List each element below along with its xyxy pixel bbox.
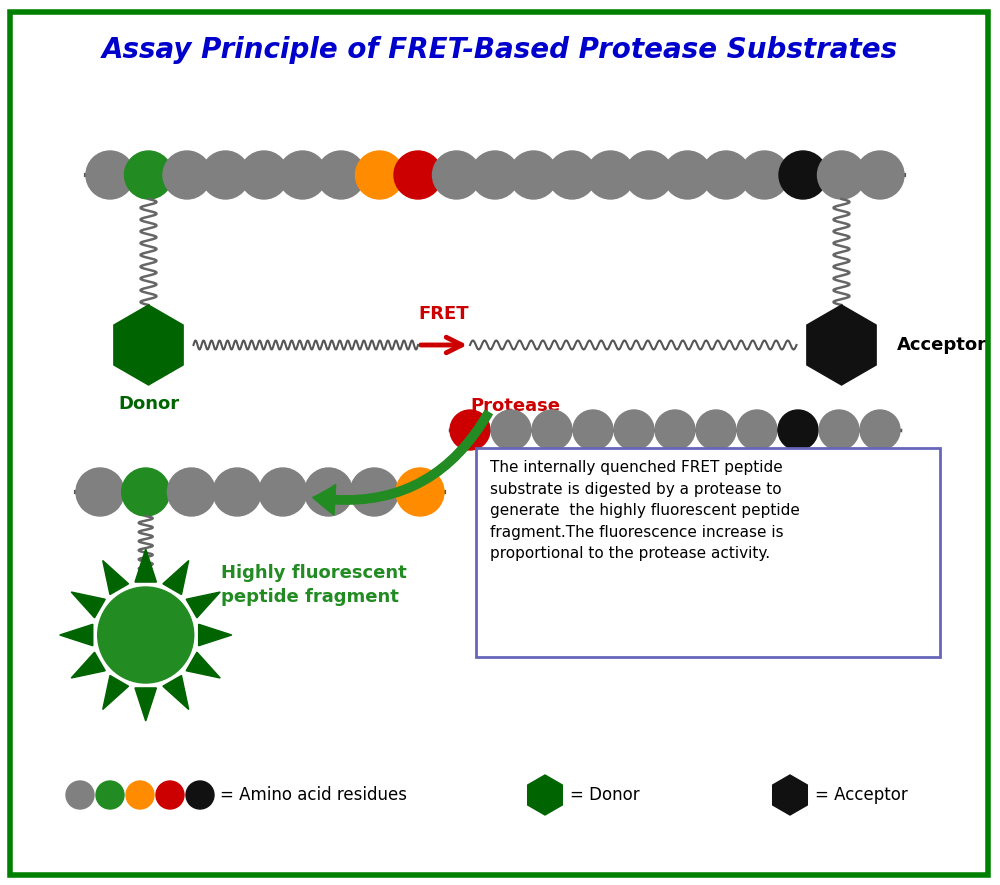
Circle shape: [614, 410, 654, 450]
Text: Protease: Protease: [470, 397, 560, 415]
Circle shape: [702, 151, 750, 199]
Polygon shape: [135, 549, 156, 582]
Circle shape: [394, 151, 442, 199]
Circle shape: [396, 468, 444, 516]
Polygon shape: [71, 592, 105, 618]
Circle shape: [779, 151, 827, 199]
Circle shape: [186, 781, 214, 809]
Circle shape: [96, 781, 124, 809]
Polygon shape: [186, 592, 220, 618]
Circle shape: [818, 151, 866, 199]
Circle shape: [856, 151, 904, 199]
Circle shape: [213, 468, 261, 516]
Circle shape: [860, 410, 900, 450]
Circle shape: [167, 468, 215, 516]
Circle shape: [664, 151, 712, 199]
Circle shape: [163, 151, 211, 199]
Circle shape: [548, 151, 596, 199]
Circle shape: [240, 151, 288, 199]
Circle shape: [122, 468, 170, 516]
Circle shape: [124, 151, 173, 199]
Text: = Donor: = Donor: [570, 786, 640, 804]
Circle shape: [491, 410, 531, 450]
Circle shape: [696, 410, 736, 450]
Text: FRET: FRET: [419, 305, 469, 323]
Circle shape: [586, 151, 635, 199]
Circle shape: [356, 151, 404, 199]
Polygon shape: [103, 560, 129, 595]
Polygon shape: [199, 624, 232, 646]
Polygon shape: [773, 775, 807, 815]
Circle shape: [98, 587, 194, 683]
Text: Non-fluorescent
peptide fragment: Non-fluorescent peptide fragment: [701, 575, 835, 611]
Circle shape: [655, 410, 695, 450]
Polygon shape: [186, 652, 220, 678]
Text: Assay Principle of FRET-Based Protease Substrates: Assay Principle of FRET-Based Protease S…: [102, 36, 898, 64]
Polygon shape: [163, 560, 189, 595]
Circle shape: [625, 151, 673, 199]
Circle shape: [350, 468, 398, 516]
Circle shape: [737, 410, 777, 450]
Text: The internally quenched FRET peptide
substrate is digested by a protease to
gene: The internally quenched FRET peptide sub…: [490, 460, 800, 561]
Circle shape: [432, 151, 480, 199]
Circle shape: [86, 151, 134, 199]
Circle shape: [76, 468, 124, 516]
Polygon shape: [71, 652, 105, 678]
Polygon shape: [114, 305, 183, 385]
Circle shape: [778, 410, 818, 450]
Polygon shape: [60, 624, 93, 646]
Circle shape: [202, 151, 250, 199]
Circle shape: [510, 151, 558, 199]
Circle shape: [126, 781, 154, 809]
Polygon shape: [163, 675, 189, 710]
Text: Highly fluorescent
peptide fragment: Highly fluorescent peptide fragment: [221, 564, 406, 606]
Circle shape: [305, 468, 353, 516]
Circle shape: [573, 410, 613, 450]
Text: Acceptor: Acceptor: [896, 336, 986, 354]
Text: = Amino acid residues: = Amino acid residues: [220, 786, 407, 804]
Circle shape: [450, 410, 490, 450]
FancyBboxPatch shape: [476, 448, 940, 657]
Polygon shape: [528, 775, 562, 815]
Circle shape: [819, 410, 859, 450]
Circle shape: [317, 151, 365, 199]
Circle shape: [66, 781, 94, 809]
FancyArrowPatch shape: [313, 411, 492, 515]
Circle shape: [532, 410, 572, 450]
Circle shape: [259, 468, 307, 516]
Circle shape: [156, 781, 184, 809]
Polygon shape: [807, 305, 876, 385]
Circle shape: [278, 151, 326, 199]
Polygon shape: [135, 688, 156, 721]
Text: = Acceptor: = Acceptor: [815, 786, 908, 804]
Polygon shape: [103, 675, 129, 710]
Polygon shape: [774, 512, 822, 568]
Circle shape: [740, 151, 788, 199]
Text: Donor: Donor: [118, 395, 179, 413]
Circle shape: [471, 151, 519, 199]
